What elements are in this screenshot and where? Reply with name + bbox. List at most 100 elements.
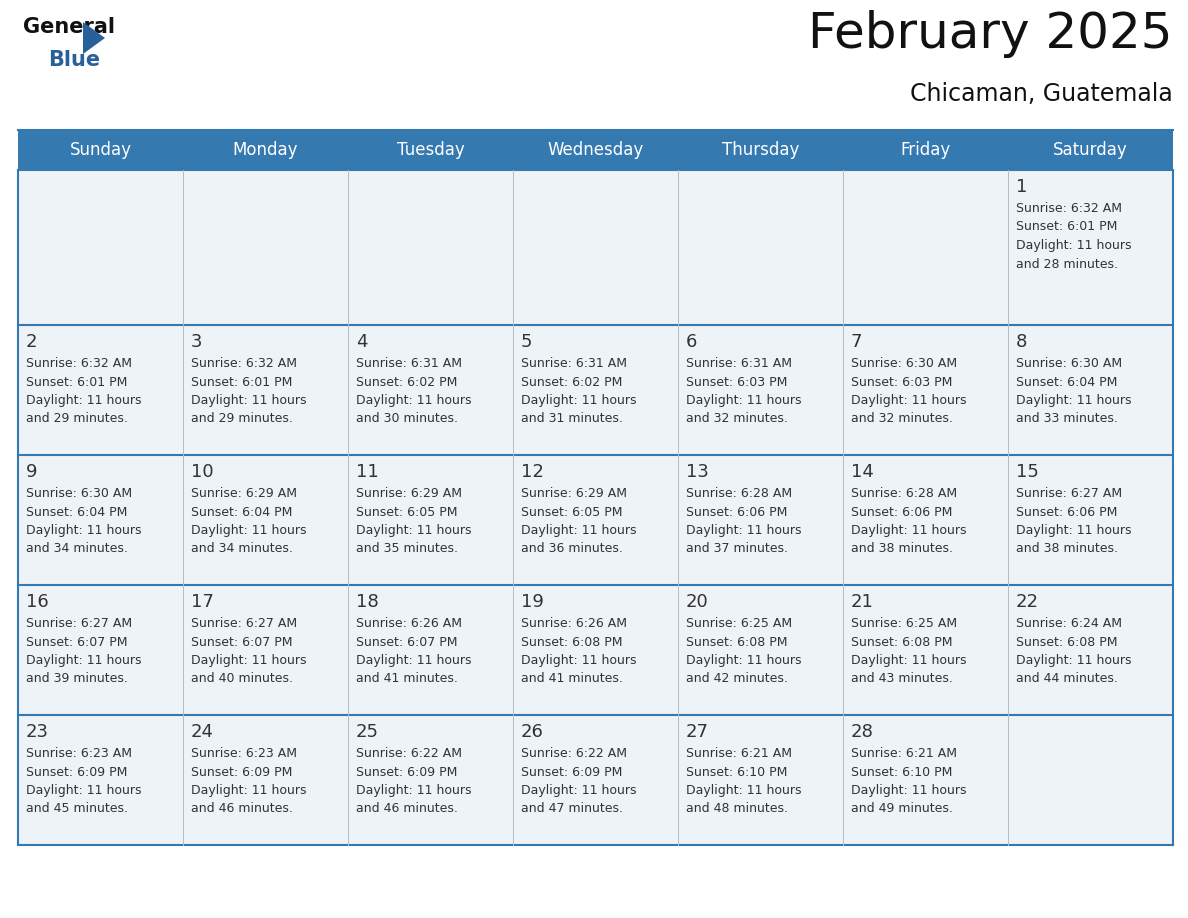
Text: and 35 minutes.: and 35 minutes. bbox=[356, 543, 459, 555]
Text: and 38 minutes.: and 38 minutes. bbox=[1016, 543, 1118, 555]
Text: 18: 18 bbox=[356, 593, 379, 611]
Text: Blue: Blue bbox=[48, 50, 100, 70]
Text: 24: 24 bbox=[191, 723, 214, 741]
Text: Sunset: 6:10 PM: Sunset: 6:10 PM bbox=[685, 766, 788, 778]
Text: Sunrise: 6:23 AM: Sunrise: 6:23 AM bbox=[191, 747, 297, 760]
Text: Daylight: 11 hours: Daylight: 11 hours bbox=[1016, 394, 1131, 407]
Text: Daylight: 11 hours: Daylight: 11 hours bbox=[191, 654, 307, 667]
Text: Daylight: 11 hours: Daylight: 11 hours bbox=[356, 394, 472, 407]
Text: and 32 minutes.: and 32 minutes. bbox=[685, 412, 788, 426]
Text: and 36 minutes.: and 36 minutes. bbox=[522, 543, 623, 555]
Bar bbox=[18, 715, 1173, 845]
Text: Sunset: 6:09 PM: Sunset: 6:09 PM bbox=[522, 766, 623, 778]
Text: Daylight: 11 hours: Daylight: 11 hours bbox=[356, 524, 472, 537]
Text: Monday: Monday bbox=[233, 141, 298, 159]
Text: Sunrise: 6:25 AM: Sunrise: 6:25 AM bbox=[685, 617, 792, 630]
Text: and 46 minutes.: and 46 minutes. bbox=[356, 802, 457, 815]
Text: 23: 23 bbox=[26, 723, 49, 741]
Text: 3: 3 bbox=[191, 333, 202, 351]
Text: Sunset: 6:07 PM: Sunset: 6:07 PM bbox=[26, 635, 127, 648]
Text: 20: 20 bbox=[685, 593, 709, 611]
Text: and 34 minutes.: and 34 minutes. bbox=[26, 543, 128, 555]
Text: Sunset: 6:09 PM: Sunset: 6:09 PM bbox=[191, 766, 292, 778]
Text: Daylight: 11 hours: Daylight: 11 hours bbox=[26, 394, 141, 407]
Text: 17: 17 bbox=[191, 593, 214, 611]
Text: Daylight: 11 hours: Daylight: 11 hours bbox=[685, 654, 802, 667]
Text: and 39 minutes.: and 39 minutes. bbox=[26, 673, 128, 686]
Text: Sunset: 6:09 PM: Sunset: 6:09 PM bbox=[356, 766, 457, 778]
Text: 2: 2 bbox=[26, 333, 38, 351]
Text: 21: 21 bbox=[851, 593, 874, 611]
Text: and 46 minutes.: and 46 minutes. bbox=[191, 802, 293, 815]
Text: Sunrise: 6:25 AM: Sunrise: 6:25 AM bbox=[851, 617, 958, 630]
Text: and 45 minutes.: and 45 minutes. bbox=[26, 802, 128, 815]
Text: Sunset: 6:03 PM: Sunset: 6:03 PM bbox=[685, 375, 788, 388]
Text: Friday: Friday bbox=[901, 141, 950, 159]
Text: Sunrise: 6:30 AM: Sunrise: 6:30 AM bbox=[26, 487, 132, 500]
Text: Sunset: 6:04 PM: Sunset: 6:04 PM bbox=[1016, 375, 1118, 388]
Text: Daylight: 11 hours: Daylight: 11 hours bbox=[522, 394, 637, 407]
Text: Sunrise: 6:30 AM: Sunrise: 6:30 AM bbox=[851, 357, 958, 370]
Text: Tuesday: Tuesday bbox=[397, 141, 465, 159]
Polygon shape bbox=[83, 22, 105, 54]
Text: Sunset: 6:01 PM: Sunset: 6:01 PM bbox=[191, 375, 292, 388]
Text: Sunset: 6:06 PM: Sunset: 6:06 PM bbox=[1016, 506, 1118, 519]
Text: Sunrise: 6:21 AM: Sunrise: 6:21 AM bbox=[851, 747, 958, 760]
Text: Sunset: 6:07 PM: Sunset: 6:07 PM bbox=[191, 635, 292, 648]
Text: Daylight: 11 hours: Daylight: 11 hours bbox=[685, 784, 802, 797]
Text: Sunrise: 6:27 AM: Sunrise: 6:27 AM bbox=[26, 617, 132, 630]
Text: Sunset: 6:08 PM: Sunset: 6:08 PM bbox=[522, 635, 623, 648]
Text: 8: 8 bbox=[1016, 333, 1028, 351]
Text: Sunrise: 6:26 AM: Sunrise: 6:26 AM bbox=[356, 617, 462, 630]
Text: 14: 14 bbox=[851, 463, 874, 481]
Text: Daylight: 11 hours: Daylight: 11 hours bbox=[522, 784, 637, 797]
Text: and 47 minutes.: and 47 minutes. bbox=[522, 802, 623, 815]
Text: 25: 25 bbox=[356, 723, 379, 741]
Text: 19: 19 bbox=[522, 593, 544, 611]
Text: 6: 6 bbox=[685, 333, 697, 351]
Text: Daylight: 11 hours: Daylight: 11 hours bbox=[191, 524, 307, 537]
Text: Sunset: 6:02 PM: Sunset: 6:02 PM bbox=[356, 375, 457, 388]
Text: Daylight: 11 hours: Daylight: 11 hours bbox=[851, 524, 967, 537]
Text: Sunset: 6:06 PM: Sunset: 6:06 PM bbox=[851, 506, 953, 519]
Text: Sunset: 6:05 PM: Sunset: 6:05 PM bbox=[356, 506, 457, 519]
Text: Daylight: 11 hours: Daylight: 11 hours bbox=[851, 784, 967, 797]
Text: Sunrise: 6:29 AM: Sunrise: 6:29 AM bbox=[356, 487, 462, 500]
Text: Sunset: 6:08 PM: Sunset: 6:08 PM bbox=[1016, 635, 1118, 648]
Text: Sunset: 6:09 PM: Sunset: 6:09 PM bbox=[26, 766, 127, 778]
Text: 28: 28 bbox=[851, 723, 874, 741]
Text: and 32 minutes.: and 32 minutes. bbox=[851, 412, 953, 426]
Text: 13: 13 bbox=[685, 463, 709, 481]
Text: Sunset: 6:01 PM: Sunset: 6:01 PM bbox=[1016, 220, 1118, 233]
Text: Sunset: 6:02 PM: Sunset: 6:02 PM bbox=[522, 375, 623, 388]
Text: Sunrise: 6:32 AM: Sunrise: 6:32 AM bbox=[26, 357, 132, 370]
Text: 22: 22 bbox=[1016, 593, 1040, 611]
Text: and 31 minutes.: and 31 minutes. bbox=[522, 412, 623, 426]
Text: and 34 minutes.: and 34 minutes. bbox=[191, 543, 293, 555]
Text: Sunrise: 6:22 AM: Sunrise: 6:22 AM bbox=[356, 747, 462, 760]
Text: Daylight: 11 hours: Daylight: 11 hours bbox=[685, 524, 802, 537]
Text: 12: 12 bbox=[522, 463, 544, 481]
Text: Sunrise: 6:32 AM: Sunrise: 6:32 AM bbox=[1016, 202, 1121, 215]
Text: Daylight: 11 hours: Daylight: 11 hours bbox=[191, 784, 307, 797]
Text: 1: 1 bbox=[1016, 178, 1028, 196]
Text: Daylight: 11 hours: Daylight: 11 hours bbox=[191, 394, 307, 407]
Text: Daylight: 11 hours: Daylight: 11 hours bbox=[356, 654, 472, 667]
Text: and 29 minutes.: and 29 minutes. bbox=[26, 412, 128, 426]
Text: Daylight: 11 hours: Daylight: 11 hours bbox=[1016, 524, 1131, 537]
Text: Daylight: 11 hours: Daylight: 11 hours bbox=[356, 784, 472, 797]
Text: Sunrise: 6:30 AM: Sunrise: 6:30 AM bbox=[1016, 357, 1123, 370]
Text: 5: 5 bbox=[522, 333, 532, 351]
Text: Sunrise: 6:27 AM: Sunrise: 6:27 AM bbox=[1016, 487, 1123, 500]
Text: Sunrise: 6:23 AM: Sunrise: 6:23 AM bbox=[26, 747, 132, 760]
Text: Sunset: 6:03 PM: Sunset: 6:03 PM bbox=[851, 375, 953, 388]
Text: Sunrise: 6:29 AM: Sunrise: 6:29 AM bbox=[522, 487, 627, 500]
Text: Sunset: 6:04 PM: Sunset: 6:04 PM bbox=[26, 506, 127, 519]
Text: Sunset: 6:01 PM: Sunset: 6:01 PM bbox=[26, 375, 127, 388]
Text: Sunset: 6:06 PM: Sunset: 6:06 PM bbox=[685, 506, 788, 519]
Text: Daylight: 11 hours: Daylight: 11 hours bbox=[26, 784, 141, 797]
Text: Sunset: 6:10 PM: Sunset: 6:10 PM bbox=[851, 766, 953, 778]
Bar bbox=[18, 325, 1173, 455]
Text: Sunrise: 6:31 AM: Sunrise: 6:31 AM bbox=[356, 357, 462, 370]
Text: Daylight: 11 hours: Daylight: 11 hours bbox=[26, 524, 141, 537]
